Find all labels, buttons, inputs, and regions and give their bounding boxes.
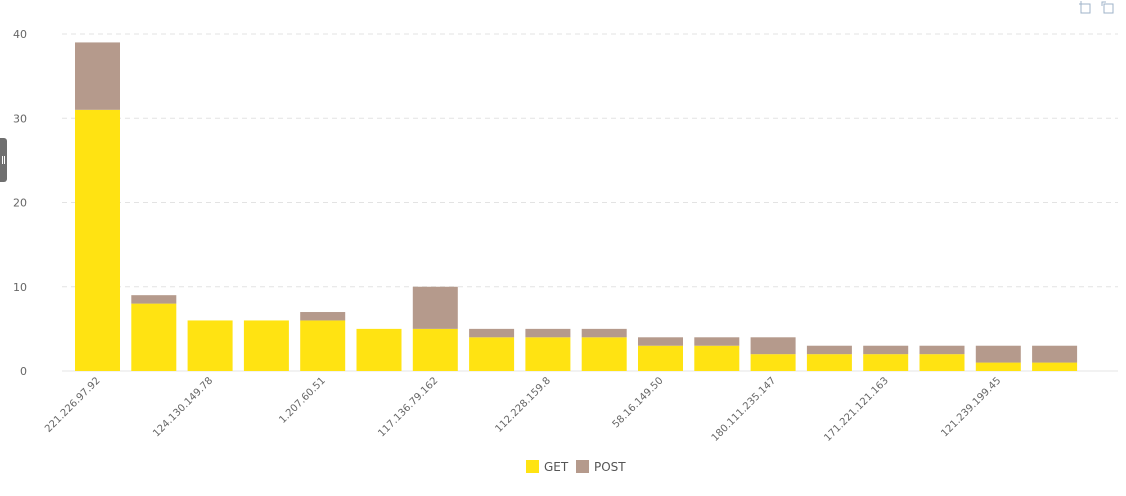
x-axis: 221.226.97.92 124.130.149.78 1.207.60.51 11…: [43, 375, 1003, 444]
bar-post[interactable]: [131, 295, 177, 304]
x-tick-label: 180.111.235.147: [710, 375, 779, 444]
legend-label-post: POST: [594, 460, 626, 474]
bar-get[interactable]: [581, 337, 627, 371]
legend: GET POST: [526, 460, 626, 474]
bar-get[interactable]: [469, 337, 515, 371]
bar-get[interactable]: [806, 354, 852, 371]
bar-post[interactable]: [975, 345, 1021, 363]
x-tick-label: 117.136.79.162: [376, 375, 440, 439]
y-tick-label: 10: [13, 281, 27, 294]
bar-post[interactable]: [469, 328, 515, 338]
y-tick-label: 0: [20, 365, 27, 378]
bar-get[interactable]: [975, 362, 1021, 371]
bar-get[interactable]: [863, 354, 909, 371]
bar-post[interactable]: [75, 42, 120, 110]
bars: [75, 42, 1078, 371]
bar-get[interactable]: [300, 320, 346, 371]
bar-get[interactable]: [187, 320, 233, 371]
bar-post[interactable]: [863, 345, 909, 355]
y-axis: 0 10 20 30 40: [13, 28, 27, 378]
bar-get[interactable]: [412, 328, 458, 371]
bar-get[interactable]: [75, 109, 120, 371]
bar-post[interactable]: [750, 337, 796, 355]
focus-mode-icon[interactable]: [1079, 1, 1092, 14]
bar-get[interactable]: [919, 354, 965, 371]
bar-post[interactable]: [694, 337, 740, 346]
bar-get[interactable]: [694, 345, 740, 371]
bar-get[interactable]: [750, 354, 796, 371]
legend-label-get: GET: [544, 460, 569, 474]
x-tick-label: 58.16.149.50: [611, 375, 666, 430]
x-tick-label: 221.226.97.92: [43, 375, 103, 435]
bar-get[interactable]: [1032, 362, 1078, 371]
bar-post[interactable]: [300, 312, 346, 321]
bar-post[interactable]: [806, 345, 852, 355]
bar-post[interactable]: [525, 328, 571, 338]
y-tick-label: 20: [13, 197, 27, 210]
y-tick-label: 40: [13, 28, 27, 41]
bar-post[interactable]: [412, 286, 458, 329]
bar-post[interactable]: [919, 345, 965, 355]
x-tick-label: 121.239.199.45: [939, 375, 1003, 439]
legend-swatch-post: [576, 460, 589, 473]
legend-swatch-get: [526, 460, 539, 473]
panel-handle-icon[interactable]: [0, 138, 7, 182]
x-tick-label: 171.221.121.163: [822, 375, 891, 444]
bar-get[interactable]: [356, 328, 402, 371]
x-tick-label: 1.207.60.51: [277, 375, 328, 426]
bar-post[interactable]: [638, 337, 683, 346]
y-tick-label: 30: [13, 112, 27, 125]
bar-get[interactable]: [243, 320, 289, 371]
bar-post[interactable]: [1032, 345, 1078, 363]
x-tick-label: 124.130.149.78: [151, 375, 215, 439]
bar-get[interactable]: [131, 303, 177, 371]
bar-post[interactable]: [581, 328, 627, 338]
bar-get[interactable]: [638, 345, 683, 371]
expand-icon[interactable]: [1101, 1, 1114, 14]
bar-get[interactable]: [525, 337, 571, 371]
x-tick-label: 112.228.159.8: [494, 375, 554, 435]
